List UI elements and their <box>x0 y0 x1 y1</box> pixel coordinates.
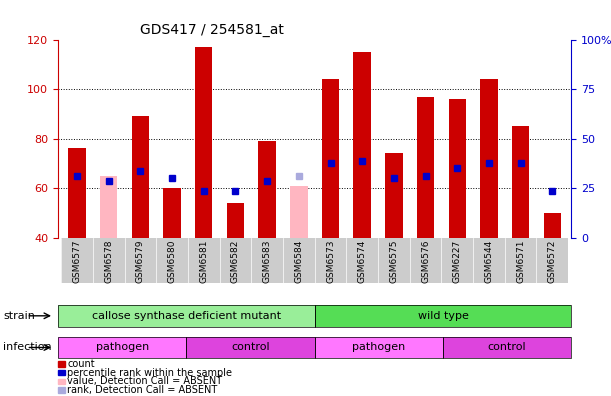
Text: GSM6578: GSM6578 <box>104 240 113 284</box>
Text: GSM6581: GSM6581 <box>199 240 208 284</box>
Bar <box>385 153 403 238</box>
Text: pathogen: pathogen <box>95 343 149 352</box>
Bar <box>448 99 466 238</box>
Text: pathogen: pathogen <box>352 343 406 352</box>
Bar <box>219 238 251 283</box>
Bar <box>544 213 561 238</box>
Bar <box>473 238 505 283</box>
Text: GSM6572: GSM6572 <box>548 240 557 283</box>
Text: GSM6575: GSM6575 <box>389 240 398 284</box>
Text: GSM6584: GSM6584 <box>295 240 303 283</box>
Text: GSM6574: GSM6574 <box>357 240 367 283</box>
Text: count: count <box>67 359 95 369</box>
Bar <box>410 238 441 283</box>
Bar <box>505 238 536 283</box>
Bar <box>156 238 188 283</box>
Bar <box>315 238 346 283</box>
Bar <box>512 126 529 238</box>
Bar <box>251 238 283 283</box>
Text: percentile rank within the sample: percentile rank within the sample <box>67 367 232 378</box>
Text: callose synthase deficient mutant: callose synthase deficient mutant <box>92 311 281 321</box>
Text: infection: infection <box>3 343 52 352</box>
Bar <box>125 238 156 283</box>
Bar <box>227 203 244 238</box>
Text: GSM6571: GSM6571 <box>516 240 525 284</box>
Text: control: control <box>231 343 270 352</box>
Bar <box>322 79 339 238</box>
Text: GSM6583: GSM6583 <box>263 240 272 284</box>
Text: GSM6227: GSM6227 <box>453 240 462 283</box>
Bar <box>480 79 497 238</box>
Bar <box>93 238 125 283</box>
Bar <box>68 148 86 238</box>
Bar <box>417 97 434 238</box>
Bar <box>258 141 276 238</box>
Bar <box>188 238 219 283</box>
Text: GSM6579: GSM6579 <box>136 240 145 284</box>
Bar <box>290 186 307 238</box>
Text: GSM6580: GSM6580 <box>167 240 177 284</box>
Bar <box>163 188 181 238</box>
Bar <box>354 52 371 238</box>
Bar <box>536 238 568 283</box>
Bar <box>195 47 213 238</box>
Text: value, Detection Call = ABSENT: value, Detection Call = ABSENT <box>67 376 222 386</box>
Text: strain: strain <box>3 311 35 321</box>
Bar <box>132 116 149 238</box>
Bar <box>346 238 378 283</box>
Bar <box>378 238 410 283</box>
Bar <box>61 238 93 283</box>
Text: GSM6573: GSM6573 <box>326 240 335 284</box>
Text: control: control <box>488 343 527 352</box>
Text: GSM6582: GSM6582 <box>231 240 240 283</box>
Bar <box>283 238 315 283</box>
Title: GDS417 / 254581_at: GDS417 / 254581_at <box>140 23 284 37</box>
Text: rank, Detection Call = ABSENT: rank, Detection Call = ABSENT <box>67 385 218 395</box>
Text: GSM6576: GSM6576 <box>421 240 430 284</box>
Text: GSM6544: GSM6544 <box>485 240 494 283</box>
Text: wild type: wild type <box>417 311 469 321</box>
Text: GSM6577: GSM6577 <box>73 240 81 284</box>
Bar <box>441 238 473 283</box>
Bar <box>100 176 117 238</box>
